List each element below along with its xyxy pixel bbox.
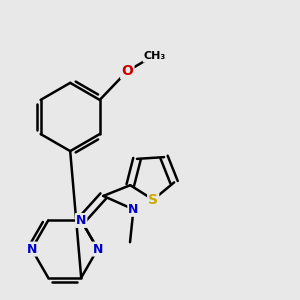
Text: CH₃: CH₃	[144, 51, 166, 62]
Text: S: S	[148, 193, 158, 207]
Text: N: N	[92, 243, 103, 256]
Text: O: O	[121, 64, 133, 78]
Text: N: N	[76, 214, 86, 227]
Text: CH₃: CH₃	[144, 51, 166, 62]
Text: N: N	[128, 203, 139, 216]
Text: O: O	[121, 64, 133, 78]
Text: N: N	[26, 243, 37, 256]
